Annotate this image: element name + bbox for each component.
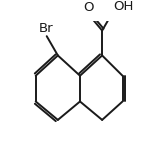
Text: Br: Br <box>39 22 53 35</box>
Text: OH: OH <box>113 0 133 13</box>
Text: O: O <box>84 1 94 14</box>
